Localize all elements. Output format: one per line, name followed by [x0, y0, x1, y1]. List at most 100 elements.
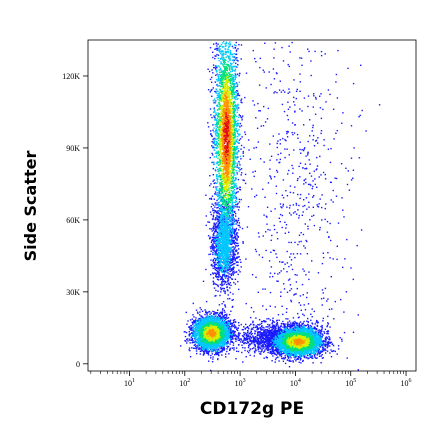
event-dot — [236, 172, 238, 174]
event-dot — [288, 231, 290, 233]
event-dot — [290, 259, 293, 261]
event-dot — [288, 241, 290, 244]
event-dot — [248, 334, 250, 336]
event-dot — [234, 335, 236, 337]
event-dot — [255, 339, 257, 341]
event-dot — [236, 221, 238, 224]
event-dot — [241, 136, 243, 138]
event-dot — [342, 209, 344, 211]
event-dot — [307, 326, 310, 328]
event-dot — [232, 330, 234, 333]
event-dot — [218, 227, 220, 230]
event-dot — [264, 346, 266, 348]
event-dot — [254, 330, 256, 332]
event-dot — [237, 236, 239, 238]
event-dot — [213, 107, 215, 109]
event-dot — [221, 317, 223, 319]
event-dot — [255, 330, 257, 333]
event-dot — [187, 320, 189, 322]
event-dot — [235, 227, 238, 230]
event-dot — [305, 181, 307, 184]
event-dot — [291, 164, 293, 167]
event-dot — [239, 186, 241, 188]
event-dot — [326, 325, 328, 328]
event-dot — [227, 272, 229, 274]
event-dot — [269, 143, 271, 145]
event-dot — [344, 258, 346, 260]
event-dot — [301, 283, 304, 286]
event-dot — [310, 175, 313, 177]
event-dot — [327, 322, 329, 324]
event-dot — [234, 220, 236, 223]
event-dot — [279, 328, 282, 330]
event-dot — [329, 222, 331, 225]
event-dot — [297, 177, 299, 180]
event-dot — [324, 207, 326, 210]
event-dot — [328, 236, 330, 238]
event-dot — [234, 263, 236, 265]
event-dot — [287, 101, 289, 103]
event-dot — [236, 153, 238, 156]
event-dot — [232, 250, 234, 253]
event-dot — [221, 314, 223, 316]
event-dot — [224, 281, 226, 283]
event-dot — [213, 182, 215, 185]
event-dot — [346, 238, 348, 241]
event-dot — [232, 258, 234, 261]
event-dot — [253, 326, 255, 329]
event-dot — [242, 340, 245, 342]
event-dot — [265, 231, 267, 233]
event-dot — [238, 206, 240, 208]
event-dot — [237, 273, 239, 276]
event-dot — [276, 171, 279, 173]
event-dot — [269, 272, 272, 274]
event-dot — [230, 264, 233, 266]
event-dot — [312, 362, 314, 364]
event-dot — [287, 323, 289, 325]
event-dot — [229, 319, 232, 321]
event-dot — [277, 348, 279, 350]
event-dot — [219, 267, 222, 270]
event-dot — [325, 345, 327, 347]
event-dot — [269, 291, 272, 294]
event-dot — [303, 324, 305, 326]
event-dot — [225, 275, 228, 277]
event-dot — [216, 199, 218, 202]
event-dot — [244, 349, 246, 352]
event-dot — [205, 350, 207, 352]
event-dot — [229, 224, 231, 227]
event-dot — [271, 353, 273, 355]
event-dot — [191, 342, 193, 344]
event-dot — [299, 304, 302, 306]
event-dot — [255, 250, 258, 253]
event-dot — [238, 269, 240, 271]
event-dot — [207, 68, 209, 70]
event-dot — [317, 272, 320, 274]
event-dot — [327, 252, 329, 254]
event-dot — [233, 327, 236, 329]
event-dot — [316, 320, 318, 322]
event-dot — [211, 245, 213, 248]
event-dot — [252, 100, 254, 102]
event-dot — [324, 337, 327, 339]
event-dot — [276, 332, 278, 335]
event-dot — [303, 356, 306, 359]
event-dot — [320, 298, 323, 300]
event-dot — [291, 131, 293, 134]
event-dot — [298, 361, 300, 363]
event-dot — [288, 169, 290, 172]
event-dot — [328, 338, 330, 340]
event-dot — [247, 330, 249, 332]
event-dot — [227, 51, 229, 54]
event-dot — [214, 259, 217, 262]
event-dot — [213, 232, 215, 234]
event-dot — [239, 115, 241, 117]
event-dot — [233, 256, 235, 258]
event-dot — [240, 125, 243, 127]
event-dot — [233, 236, 236, 238]
event-dot — [237, 264, 239, 266]
event-dot — [228, 260, 230, 262]
event-dot — [313, 355, 316, 357]
event-dot — [195, 317, 197, 319]
